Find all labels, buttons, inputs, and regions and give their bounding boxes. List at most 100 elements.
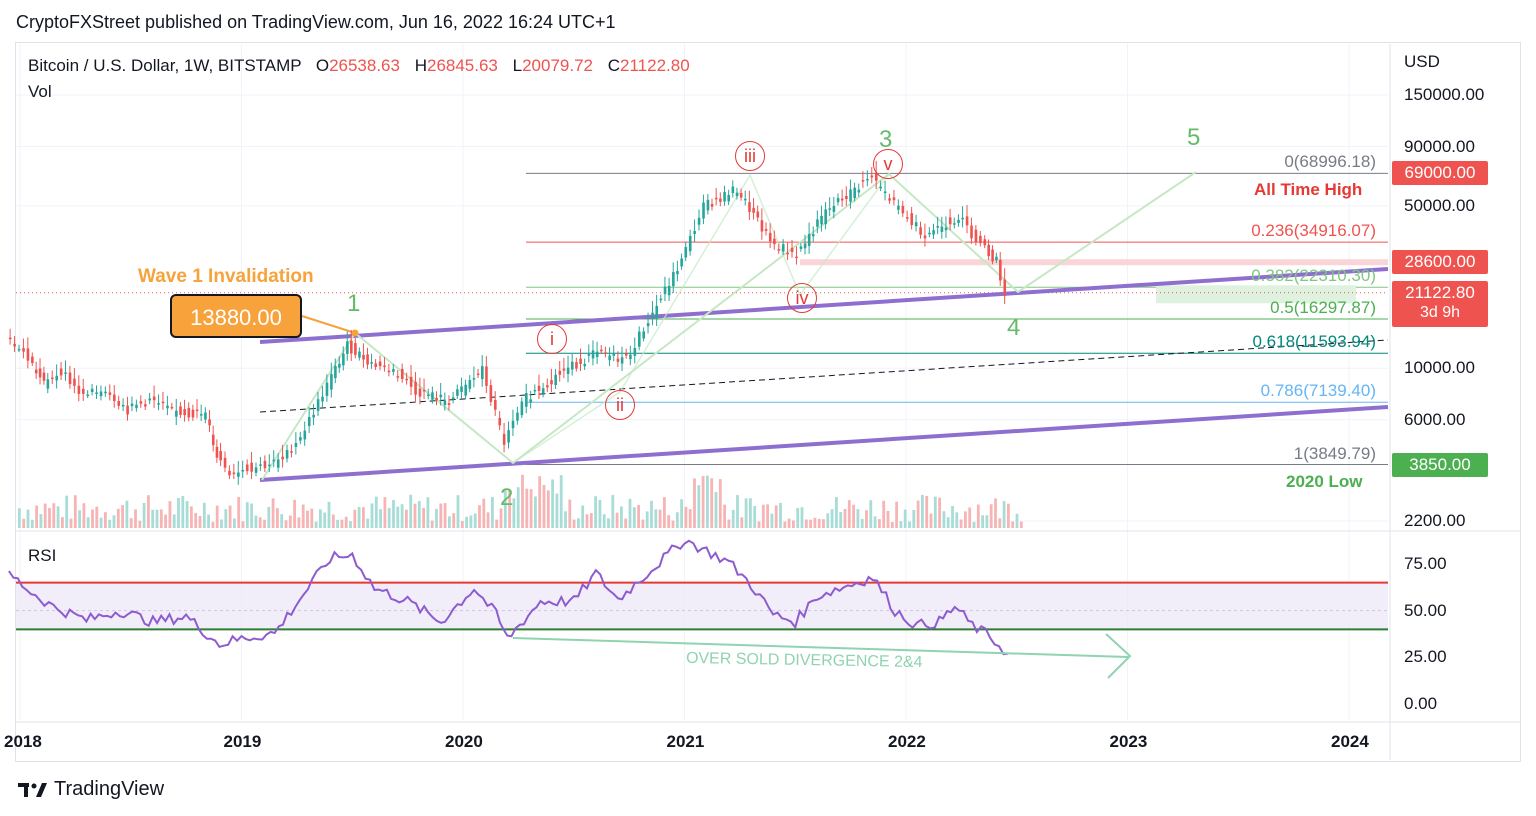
volume-bar: [903, 509, 907, 528]
price-candle: [957, 219, 960, 223]
volume-bar: [486, 512, 490, 528]
volume-bar: [916, 500, 920, 528]
volume-bar: [946, 517, 950, 528]
volume-bar: [121, 505, 124, 528]
price-candle: [152, 396, 156, 401]
x-tick-label-0: 2018: [4, 732, 42, 751]
volume-bar: [443, 503, 447, 528]
volume-bar: [912, 509, 916, 528]
volume-bar: [503, 488, 507, 528]
volume-bar: [430, 520, 434, 528]
volume-bar: [331, 514, 335, 528]
price-candle: [485, 366, 488, 386]
price-candle: [99, 391, 103, 397]
volume-bar: [1015, 513, 1019, 528]
volume-bar: [383, 497, 387, 528]
volume-bar: [994, 498, 997, 528]
price-candle: [303, 430, 307, 440]
rsi-tick-label-0: 75.00: [1404, 554, 1447, 573]
volume-bar: [757, 521, 761, 528]
volume-bar: [263, 519, 266, 528]
price-candle: [983, 239, 987, 246]
volume-bar: [370, 503, 374, 528]
volume-bar: [822, 519, 825, 528]
volume-bar: [684, 506, 688, 528]
price-candle: [970, 225, 973, 239]
volume-bar: [779, 502, 782, 528]
price-candle: [330, 374, 333, 390]
price-candle: [447, 403, 451, 405]
price-candle: [113, 394, 116, 402]
volume-bar: [61, 517, 64, 528]
price-candle: [608, 355, 611, 361]
volume-bar: [422, 507, 425, 528]
volume-bar: [826, 513, 830, 528]
price-candle: [183, 409, 186, 416]
price-candle: [655, 305, 659, 319]
volume-bar: [323, 512, 327, 528]
volume-bar: [1011, 521, 1015, 528]
upper-trend-channel: [259, 267, 1389, 344]
volume-bar: [379, 509, 382, 528]
footer-brand-text: TradingView: [54, 778, 165, 800]
x-tick-label-1: 2019: [223, 732, 262, 751]
volume-bar: [491, 496, 494, 528]
volume-bar: [400, 504, 404, 528]
volume-bar: [860, 519, 864, 528]
price-candle: [853, 187, 856, 199]
volume-bar: [641, 519, 645, 528]
volume-bar: [568, 499, 572, 528]
price-candle: [906, 217, 909, 219]
price-candle: [378, 361, 382, 367]
price-candle: [845, 196, 848, 200]
note-wave1-invalidation: Wave 1 Invalidation: [138, 266, 314, 287]
price-tag-countdown: 3d 9h: [1419, 303, 1461, 321]
volume-bar: [878, 519, 881, 528]
volume-bar: [280, 514, 284, 528]
volume-bar: [796, 508, 800, 528]
x-tick-label-3: 2021: [666, 732, 705, 751]
volume-bar: [297, 517, 301, 528]
volume-bar: [396, 506, 400, 528]
price-candle: [566, 367, 570, 375]
minor-wave-path: [512, 173, 890, 464]
mid-dashed-line: [259, 339, 1389, 413]
volume-bar: [465, 516, 468, 528]
price-candle: [570, 361, 574, 370]
volume-bar: [865, 510, 868, 528]
publisher-line: CryptoFXStreet published on TradingView.…: [16, 12, 616, 32]
price-candle: [362, 354, 365, 360]
volume-bar: [998, 518, 1002, 528]
wave-label-3: 3: [879, 126, 893, 153]
volume-bar: [529, 489, 533, 528]
price-candle: [232, 472, 236, 475]
price-candle: [338, 363, 341, 368]
volume-bar: [559, 475, 563, 528]
price-candle: [307, 417, 311, 427]
price-candle: [537, 385, 541, 392]
volume-bar: [254, 515, 258, 528]
price-candle: [948, 217, 952, 225]
price-candle: [991, 249, 994, 262]
x-tick-label-6: 2024: [1331, 732, 1369, 751]
volume-bar: [744, 498, 748, 528]
price-candle: [879, 186, 883, 189]
divergence-arrow-head: [1105, 633, 1132, 679]
price-candle: [312, 414, 315, 418]
price-candle: [680, 258, 683, 267]
volume-bar: [839, 511, 843, 528]
price-candle: [710, 203, 714, 207]
volume-bar: [151, 509, 155, 528]
volume-bar: [417, 500, 421, 528]
volume-bar: [985, 515, 989, 528]
price-candle: [254, 467, 258, 473]
volume-bar: [1019, 521, 1023, 528]
low-value: 20079.72: [522, 56, 593, 75]
price-candle: [866, 178, 869, 181]
price-candle: [768, 232, 772, 242]
price-candle: [502, 433, 506, 445]
high-label: H: [414, 56, 427, 75]
volume-bar: [663, 497, 666, 528]
price-candle: [897, 205, 900, 210]
